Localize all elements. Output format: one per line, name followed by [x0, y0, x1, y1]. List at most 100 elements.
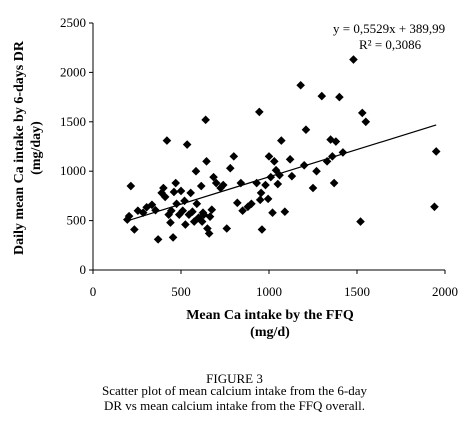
data-point	[361, 117, 371, 127]
scatter-chart: 0 500 1000 1500 2000 2500 0 500 1000 1500 2000 y …	[12, 15, 458, 340]
data-point	[167, 206, 176, 216]
data-point	[357, 108, 367, 118]
figure-label: FIGURE 3	[206, 371, 263, 386]
x-axis-title-line1: Mean Ca intake by the FFQ	[186, 308, 354, 323]
data-point	[204, 229, 214, 238]
data-point	[181, 220, 190, 229]
data-point	[287, 171, 297, 181]
data-point	[169, 187, 179, 197]
data-point	[182, 140, 192, 149]
data-point	[308, 183, 318, 193]
data-point	[349, 55, 358, 64]
y-tick-label: 0	[80, 262, 87, 277]
data-point	[263, 194, 273, 204]
data-point	[166, 218, 175, 227]
data-point	[264, 152, 274, 161]
data-point	[194, 213, 203, 222]
y-tick-label: 2500	[60, 15, 86, 30]
x-tick-label: 2000	[432, 284, 458, 299]
data-point	[299, 160, 309, 170]
data-point	[317, 91, 327, 101]
data-point	[202, 157, 211, 166]
data-point	[211, 178, 221, 188]
data-point	[191, 166, 201, 176]
x-tick-label: 1000	[256, 284, 282, 299]
data-point	[296, 80, 305, 90]
trendline-group	[128, 124, 437, 222]
data-point	[247, 199, 256, 209]
data-point	[238, 206, 247, 216]
data-point	[162, 136, 172, 145]
data-point	[205, 212, 215, 221]
data-point	[192, 199, 202, 209]
data-point	[189, 217, 199, 226]
data-point	[197, 217, 207, 226]
data-point	[130, 225, 139, 234]
data-point	[328, 152, 337, 161]
data-point	[322, 157, 332, 166]
y-tick-label: 2000	[60, 64, 86, 79]
data-point	[229, 152, 239, 161]
data-point	[142, 202, 151, 212]
figure-caption-line1: Scatter plot of mean calcium intake from…	[102, 383, 367, 398]
data-point	[147, 200, 157, 210]
data-point	[277, 136, 286, 145]
trendline-equation: y = 0,5529x + 389,99	[333, 21, 445, 36]
data-point	[233, 198, 242, 208]
data-point	[243, 202, 253, 212]
data-point	[326, 135, 335, 144]
data-point	[285, 155, 295, 164]
trendline-r-squared: R² = 0,3086	[359, 37, 422, 52]
data-point	[331, 137, 341, 146]
x-tick-label: 500	[171, 284, 191, 299]
y-tick-label: 500	[67, 213, 87, 228]
data-point	[178, 206, 188, 216]
data-point	[431, 147, 441, 156]
data-point	[335, 92, 344, 102]
data-point	[186, 188, 195, 198]
data-point	[266, 172, 276, 182]
x-axis: 0 500 1000 1500 2000	[90, 269, 458, 299]
data-point	[196, 181, 206, 191]
data-point	[273, 179, 283, 189]
data-point	[301, 125, 311, 135]
data-point	[207, 205, 217, 215]
data-points	[123, 55, 441, 244]
data-point	[430, 202, 439, 212]
data-point	[255, 107, 264, 117]
data-point	[280, 207, 290, 217]
data-point	[176, 186, 186, 196]
data-point	[151, 205, 160, 215]
y-tick-label: 1000	[60, 163, 86, 178]
data-point	[257, 225, 267, 234]
data-point	[168, 233, 178, 242]
data-point	[159, 183, 168, 193]
x-tick-label: 1500	[344, 284, 370, 299]
data-point	[126, 181, 136, 191]
data-point	[338, 148, 348, 157]
data-point	[153, 235, 163, 244]
x-tick-label: 0	[90, 284, 97, 299]
data-point	[225, 163, 235, 173]
data-point	[255, 195, 265, 205]
data-point	[261, 180, 270, 190]
data-point	[124, 211, 134, 221]
data-point	[188, 207, 197, 217]
data-point	[222, 224, 232, 233]
data-point	[329, 178, 339, 188]
data-point	[268, 208, 277, 217]
y-axis-title-line2: (mg/day)	[29, 121, 44, 175]
data-point	[356, 217, 365, 226]
data-point	[171, 178, 181, 188]
data-point	[160, 192, 170, 202]
y-axis-title-unit: (mg/day)	[29, 121, 44, 175]
data-point	[157, 188, 166, 198]
trendline	[128, 124, 437, 222]
figure-caption-line2: DR vs mean calcium intake from the FFQ o…	[103, 398, 366, 413]
data-point	[312, 166, 321, 176]
data-point	[201, 115, 210, 125]
data-point	[218, 180, 228, 190]
y-tick-label: 1500	[60, 114, 86, 129]
y-axis-title: Daily mean Ca intake by 6-days DR	[12, 40, 27, 255]
data-point	[256, 188, 266, 198]
